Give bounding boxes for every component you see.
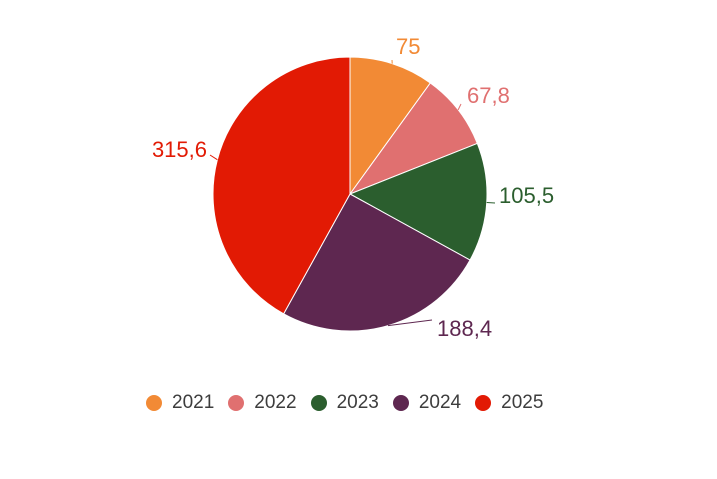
legend-label-2022: 2022 <box>254 392 297 413</box>
data-labels: 75 67,8 105,5 188,4 315,6 <box>152 34 554 341</box>
leader-line-2025 <box>209 154 218 161</box>
legend-swatch-2023 <box>310 395 327 411</box>
legend-swatch-2022 <box>228 395 245 411</box>
legend: 2021 2022 2023 2024 2025 <box>146 392 543 414</box>
data-label-2021: 75 <box>396 34 420 59</box>
pie-slice-2021[interactable] <box>349 56 432 196</box>
leader-lines <box>209 59 496 327</box>
data-label-2023: 105,5 <box>499 183 554 208</box>
legend-item-2021[interactable]: 2021 <box>146 392 214 414</box>
legend-item-2023[interactable]: 2023 <box>310 392 379 414</box>
pie-slices <box>212 56 488 332</box>
data-label-2022: 67,8 <box>467 83 510 108</box>
leader-line-2022 <box>457 103 462 111</box>
data-label-2025: 315,6 <box>152 137 207 162</box>
legend-swatch-2025 <box>475 395 492 411</box>
legend-swatch-2024 <box>392 395 409 411</box>
legend-label-2021: 2021 <box>172 392 215 413</box>
legend-item-2022[interactable]: 2022 <box>228 392 297 414</box>
legend-label-2024: 2024 <box>418 392 462 413</box>
legend-item-2024[interactable]: 2024 <box>392 392 462 414</box>
legend-label-2025: 2025 <box>501 392 544 413</box>
pie-slice-2023[interactable] <box>348 142 488 261</box>
legend-label-2023: 2023 <box>336 392 379 413</box>
leader-line-2024 <box>387 319 433 327</box>
legend-swatch-2021 <box>146 395 162 411</box>
data-label-2024: 188,4 <box>437 316 492 341</box>
pie-slice-2024[interactable] <box>282 193 471 332</box>
legend-item-2025[interactable]: 2025 <box>475 392 543 414</box>
